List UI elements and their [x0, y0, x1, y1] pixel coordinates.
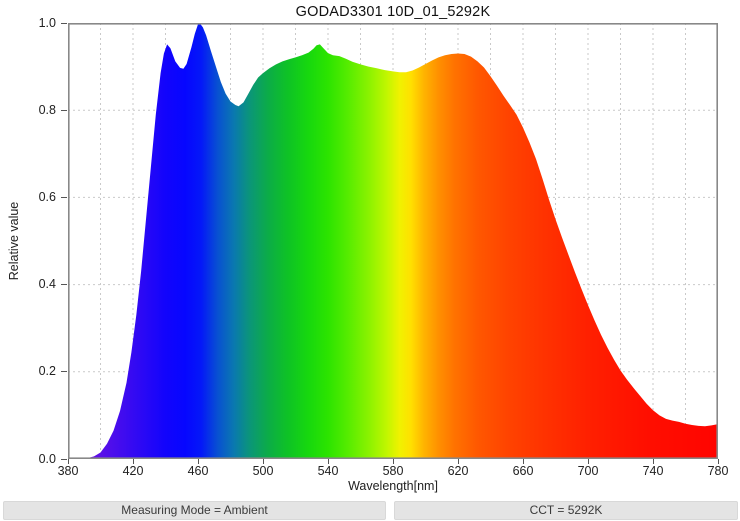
plot-frame [68, 23, 718, 459]
x-tick [262, 459, 264, 464]
y-tick [61, 109, 67, 111]
x-tick-label: 700 [577, 464, 599, 478]
y-tick [61, 22, 67, 24]
y-tick [61, 458, 67, 460]
x-tick [67, 459, 69, 464]
cct-status: CCT = 5292K [394, 501, 738, 520]
x-axis-label: Wavelength[nm] [348, 479, 438, 493]
x-tick-label: 460 [187, 464, 209, 478]
x-tick-label: 580 [382, 464, 404, 478]
y-tick-label: 0.2 [38, 364, 56, 379]
y-tick [61, 371, 67, 373]
x-tick-label: 740 [642, 464, 664, 478]
x-tick-label: 660 [512, 464, 534, 478]
spectrum-area-series [68, 23, 718, 459]
y-tick-label: 0.6 [38, 189, 56, 204]
x-tick [457, 459, 459, 464]
x-tick [327, 459, 329, 464]
x-tick-label: 540 [317, 464, 339, 478]
y-tick [61, 196, 67, 198]
x-tick-label: 380 [57, 464, 79, 478]
x-tick-label: 620 [447, 464, 469, 478]
x-tick-label: 500 [252, 464, 274, 478]
x-tick-label: 420 [122, 464, 144, 478]
x-tick [197, 459, 199, 464]
x-tick [522, 459, 524, 464]
y-tick-label: 0.8 [38, 102, 56, 117]
y-tick-label: 1.0 [38, 15, 56, 30]
x-tick [132, 459, 134, 464]
x-tick [587, 459, 589, 464]
x-tick [392, 459, 394, 464]
spectrum-plot-area [68, 23, 718, 459]
chart-title: GODAD3301 10D_01_5292K [295, 4, 491, 20]
x-tick [717, 459, 719, 464]
y-axis-label: Relative value [7, 201, 21, 281]
x-tick [652, 459, 654, 464]
y-tick [61, 284, 67, 286]
y-tick-label: 0.0 [38, 451, 56, 466]
y-tick-label: 0.4 [38, 277, 56, 292]
measuring-mode-status: Measuring Mode = Ambient [3, 501, 386, 520]
x-tick-label: 780 [707, 464, 729, 478]
